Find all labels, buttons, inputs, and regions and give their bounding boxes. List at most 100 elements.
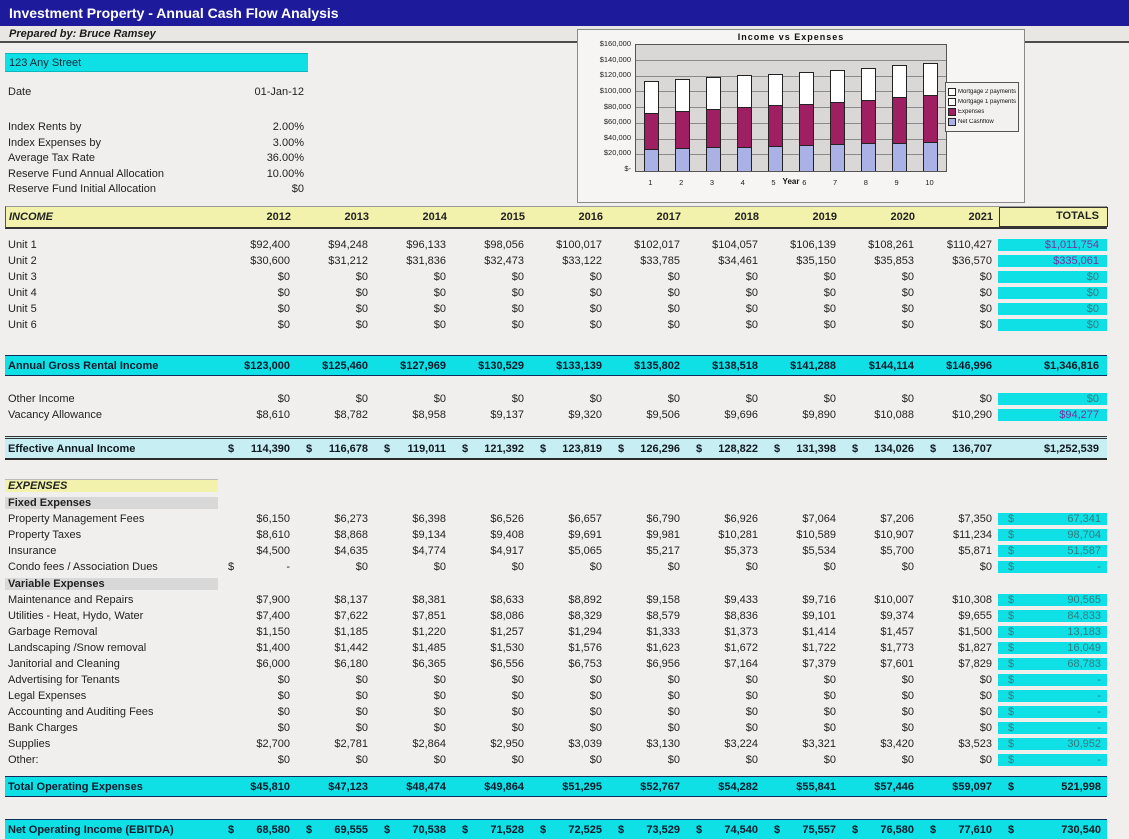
assumption-value-cell[interactable]: 10.00% xyxy=(266,167,304,180)
value-cell[interactable]: $6,150 xyxy=(256,513,290,525)
value-cell[interactable]: $0 xyxy=(667,706,680,718)
total-cell[interactable]: $67,341 xyxy=(998,513,1107,525)
assumption-value-cell[interactable]: 36.00% xyxy=(266,152,304,165)
value-cell[interactable]: $8,086 xyxy=(490,610,524,622)
value-cell[interactable]: $0 xyxy=(277,690,290,702)
value-cell[interactable]: $0 xyxy=(277,754,290,766)
value-cell[interactable]: $8,137 xyxy=(334,594,368,606)
value-cell[interactable]: $5,065 xyxy=(568,545,602,557)
value-cell[interactable]: $7,400 xyxy=(256,610,290,622)
value-cell[interactable]: $136,707 xyxy=(920,443,998,455)
value-cell[interactable]: $0 xyxy=(823,561,836,573)
value-cell[interactable]: $0 xyxy=(277,674,290,686)
value-cell[interactable]: $0 xyxy=(901,722,914,734)
value-cell[interactable]: $0 xyxy=(277,706,290,718)
value-cell[interactable]: $9,101 xyxy=(802,610,836,622)
value-cell[interactable]: $0 xyxy=(745,674,758,686)
value-cell[interactable]: $0 xyxy=(355,722,368,734)
value-cell[interactable]: $0 xyxy=(979,690,992,702)
value-cell[interactable]: $0 xyxy=(745,303,758,315)
value-cell[interactable]: $1,294 xyxy=(568,626,602,638)
value-cell[interactable]: $2,950 xyxy=(490,738,524,750)
value-cell[interactable]: $130,529 xyxy=(478,359,524,372)
value-cell[interactable]: $0 xyxy=(667,722,680,734)
value-cell[interactable]: $141,288 xyxy=(790,359,836,372)
value-cell[interactable]: $0 xyxy=(589,674,602,686)
value-cell[interactable]: $0 xyxy=(667,674,680,686)
value-cell[interactable]: $9,691 xyxy=(568,529,602,541)
value-cell[interactable]: $0 xyxy=(745,754,758,766)
value-cell[interactable]: $10,281 xyxy=(718,529,758,541)
value-cell[interactable]: $0 xyxy=(901,754,914,766)
value-cell[interactable]: $77,610 xyxy=(920,824,998,836)
value-cell[interactable]: $8,633 xyxy=(490,594,524,606)
value-cell[interactable]: $0 xyxy=(355,287,368,299)
value-cell[interactable]: $134,026 xyxy=(842,443,920,455)
value-cell[interactable]: $0 xyxy=(979,561,992,573)
value-cell[interactable]: $98,056 xyxy=(484,239,524,251)
total-cell[interactable]: $730,540 xyxy=(998,824,1107,836)
value-cell[interactable]: $31,212 xyxy=(328,255,368,267)
value-cell[interactable]: $9,506 xyxy=(646,409,680,421)
total-cell[interactable]: $0 xyxy=(998,303,1107,315)
value-cell[interactable]: $57,446 xyxy=(874,780,914,793)
value-cell[interactable]: $0 xyxy=(355,674,368,686)
value-cell[interactable]: $55,841 xyxy=(796,780,836,793)
total-cell[interactable]: $0 xyxy=(998,393,1107,405)
value-cell[interactable]: $8,610 xyxy=(256,529,290,541)
value-cell[interactable]: $0 xyxy=(511,561,524,573)
total-cell[interactable]: $30,952 xyxy=(998,738,1107,750)
value-cell[interactable]: $0 xyxy=(901,690,914,702)
value-cell[interactable]: $92,400 xyxy=(250,239,290,251)
value-cell[interactable]: $0 xyxy=(589,690,602,702)
value-cell[interactable]: $0 xyxy=(823,722,836,734)
value-cell[interactable]: $8,892 xyxy=(568,594,602,606)
date-value-cell[interactable]: 01-Jan-12 xyxy=(254,86,304,98)
total-cell[interactable]: $68,783 xyxy=(998,658,1107,670)
value-cell[interactable]: $1,333 xyxy=(646,626,680,638)
value-cell[interactable]: $0 xyxy=(355,271,368,283)
value-cell[interactable]: $9,696 xyxy=(724,409,758,421)
value-cell[interactable]: $1,185 xyxy=(334,626,368,638)
value-cell[interactable]: $0 xyxy=(355,303,368,315)
value-cell[interactable]: $6,398 xyxy=(412,513,446,525)
value-cell[interactable]: $0 xyxy=(745,271,758,283)
value-cell[interactable]: $1,773 xyxy=(880,642,914,654)
value-cell[interactable]: $123,000 xyxy=(244,359,290,372)
value-cell[interactable]: $10,290 xyxy=(952,409,992,421)
value-cell[interactable]: $5,871 xyxy=(958,545,992,557)
value-cell[interactable]: $5,534 xyxy=(802,545,836,557)
value-cell[interactable]: $52,767 xyxy=(640,780,680,793)
value-cell[interactable]: $1,722 xyxy=(802,642,836,654)
value-cell[interactable]: $2,864 xyxy=(412,738,446,750)
value-cell[interactable]: $74,540 xyxy=(686,824,764,836)
value-cell[interactable]: $146,996 xyxy=(946,359,992,372)
value-cell[interactable]: $7,350 xyxy=(958,513,992,525)
value-cell[interactable]: $0 xyxy=(667,393,680,405)
value-cell[interactable]: $32,473 xyxy=(484,255,524,267)
value-cell[interactable]: $114,390 xyxy=(218,443,296,455)
value-cell[interactable]: $1,220 xyxy=(412,626,446,638)
value-cell[interactable]: $0 xyxy=(979,319,992,331)
value-cell[interactable]: $6,926 xyxy=(724,513,758,525)
total-cell[interactable]: $84,833 xyxy=(998,610,1107,622)
total-cell[interactable]: $1,346,816 xyxy=(1043,359,1099,372)
value-cell[interactable]: $0 xyxy=(277,319,290,331)
value-cell[interactable]: $128,822 xyxy=(686,443,764,455)
value-cell[interactable]: $110,427 xyxy=(946,239,992,251)
total-cell[interactable]: $ - xyxy=(998,754,1107,766)
value-cell[interactable]: $34,461 xyxy=(718,255,758,267)
value-cell[interactable]: $0 xyxy=(355,754,368,766)
value-cell[interactable]: $7,900 xyxy=(256,594,290,606)
value-cell[interactable]: $0 xyxy=(979,706,992,718)
value-cell[interactable]: $10,007 xyxy=(874,594,914,606)
value-cell[interactable]: $54,282 xyxy=(718,780,758,793)
value-cell[interactable]: $0 xyxy=(511,722,524,734)
value-cell[interactable]: $0 xyxy=(277,393,290,405)
value-cell[interactable]: $0 xyxy=(667,287,680,299)
total-cell[interactable]: $ - xyxy=(998,722,1107,734)
value-cell[interactable]: $1,457 xyxy=(880,626,914,638)
value-cell[interactable]: $3,039 xyxy=(568,738,602,750)
value-cell[interactable]: $123,819 xyxy=(530,443,608,455)
value-cell[interactable]: $70,538 xyxy=(374,824,452,836)
